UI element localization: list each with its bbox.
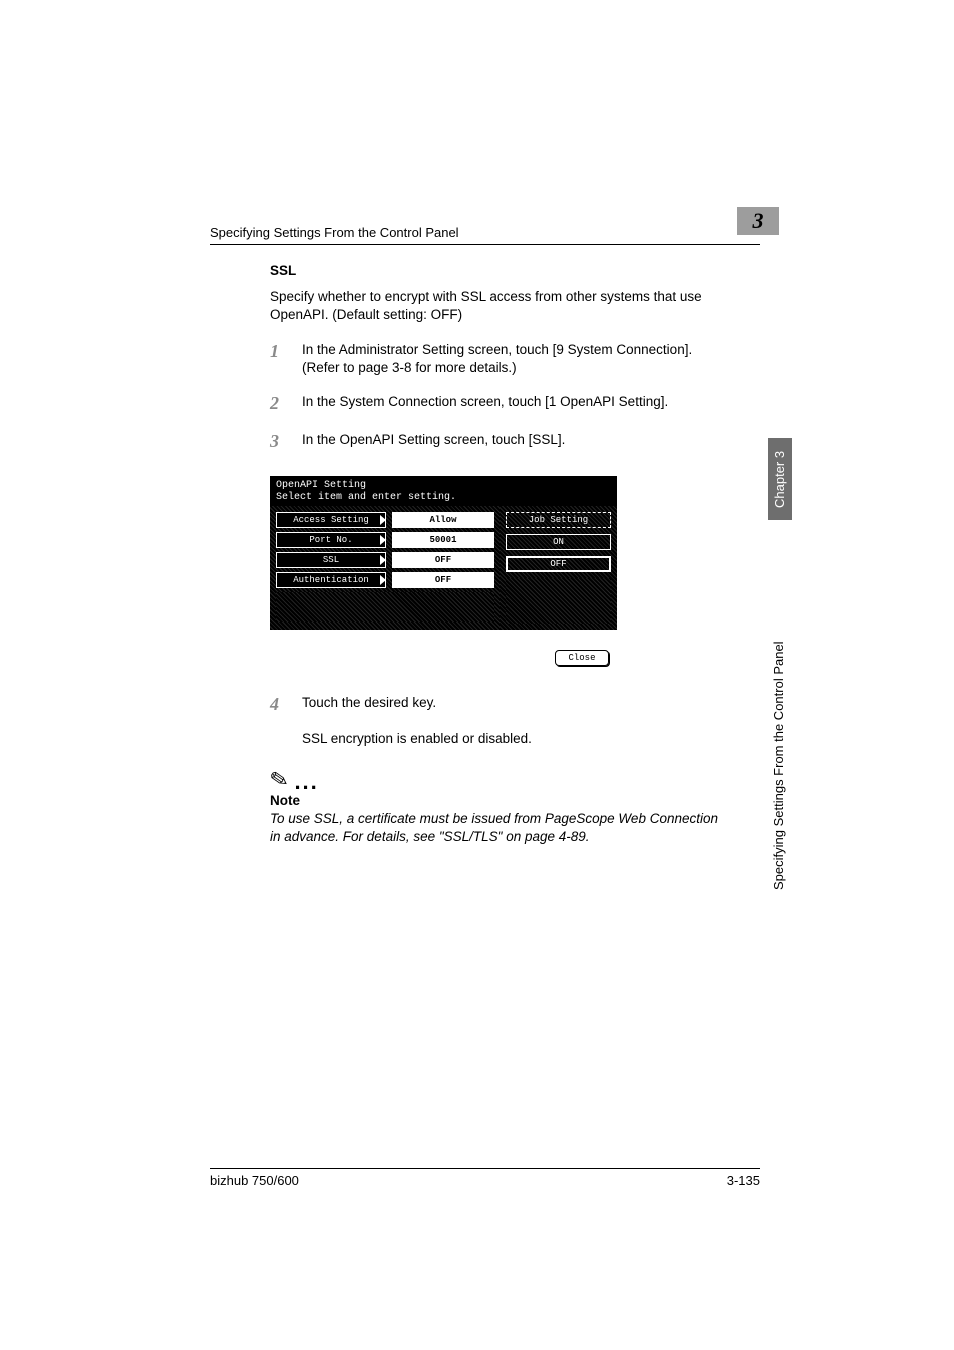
running-header: Specifying Settings From the Control Pan… [210, 225, 760, 245]
pen-icon: ✎ [268, 768, 290, 793]
panel-filler [276, 592, 494, 622]
header-title: Specifying Settings From the Control Pan… [210, 225, 459, 240]
chapter-number: 3 [753, 208, 764, 233]
step-text: Touch the desired key. [302, 692, 720, 716]
panel-row-access: Access Setting Allow [276, 512, 494, 528]
access-setting-button[interactable]: Access Setting [276, 512, 386, 528]
step-number: 3 [270, 429, 302, 453]
panel-title1: OpenAPI Setting [276, 480, 611, 492]
step-number: 1 [270, 339, 302, 377]
step-text: In the System Connection screen, touch [… [302, 391, 720, 415]
note-block: ✎ ... Note To use SSL, a certificate mus… [270, 769, 720, 846]
step-text: In the Administrator Setting screen, tou… [302, 339, 720, 377]
note-label: Note [270, 793, 720, 808]
step-4: 4 Touch the desired key. [270, 692, 720, 716]
step-2: 2 In the System Connection screen, touch… [270, 391, 720, 415]
side-running-text: Specifying Settings From the Control Pan… [771, 440, 786, 890]
footer-model: bizhub 750/600 [210, 1173, 299, 1188]
ssl-value: OFF [392, 552, 494, 568]
port-no-value: 50001 [392, 532, 494, 548]
authentication-value: OFF [392, 572, 494, 588]
job-setting-off-button[interactable]: OFF [506, 556, 611, 572]
step-3: 3 In the OpenAPI Setting screen, touch [… [270, 429, 720, 453]
close-button[interactable]: Close [555, 650, 609, 666]
step-number: 4 [270, 692, 302, 716]
dots-icon: ... [294, 773, 318, 791]
footer: bizhub 750/600 3-135 [210, 1168, 760, 1188]
ssl-button[interactable]: SSL [276, 552, 386, 568]
job-setting-on-button[interactable]: ON [506, 534, 611, 550]
panel-row-ssl: SSL OFF [276, 552, 494, 568]
panel-row-port: Port No. 50001 [276, 532, 494, 548]
panel-row-auth: Authentication OFF [276, 572, 494, 588]
step-4-sub: SSL encryption is enabled or disabled. [302, 730, 720, 748]
panel-title2: Select item and enter setting. [276, 492, 611, 504]
panel-filler [506, 578, 611, 624]
section-title: SSL [270, 262, 720, 280]
chapter-tab: 3 [737, 207, 779, 235]
job-setting-label: Job Setting [506, 512, 611, 528]
authentication-button[interactable]: Authentication [276, 572, 386, 588]
step-text: In the OpenAPI Setting screen, touch [SS… [302, 429, 720, 453]
openapi-panel-screenshot: OpenAPI Setting Select item and enter se… [270, 476, 617, 672]
step-number: 2 [270, 391, 302, 415]
panel-header: OpenAPI Setting Select item and enter se… [270, 476, 617, 506]
port-no-button[interactable]: Port No. [276, 532, 386, 548]
footer-page: 3-135 [727, 1173, 760, 1188]
note-body: To use SSL, a certificate must be issued… [270, 810, 720, 846]
intro-text: Specify whether to encrypt with SSL acce… [270, 288, 720, 324]
access-setting-value: Allow [392, 512, 494, 528]
step-1: 1 In the Administrator Setting screen, t… [270, 339, 720, 377]
